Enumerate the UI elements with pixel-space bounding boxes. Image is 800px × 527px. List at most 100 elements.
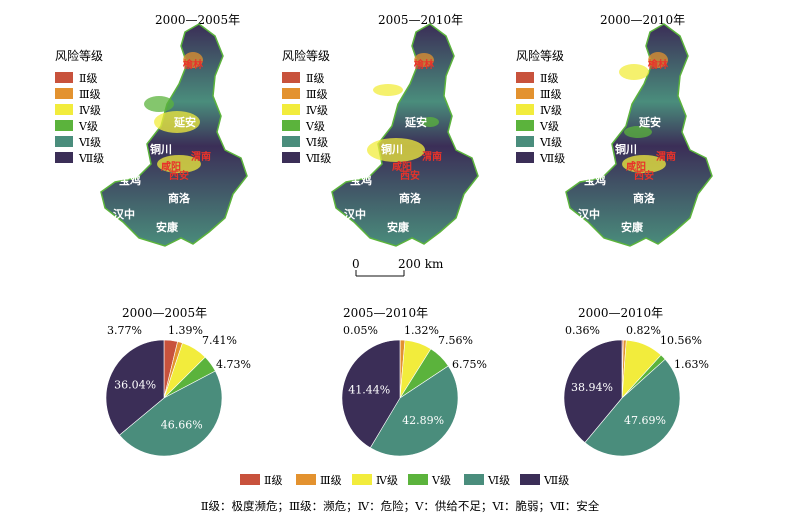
pie-data-label: 36.04% [114, 378, 156, 391]
pie-chart-1: 2000—2005年 3.77% 1.39%7.41% 4.73% 46.66% 36.0… [105, 306, 251, 457]
pie-data-label: 46.66% [161, 419, 203, 432]
city-label-red: 渭南 [422, 150, 442, 163]
city-label: 宝鸡 [350, 173, 372, 187]
pie-slice [118, 370, 223, 457]
city-label-red: 渭南 [191, 150, 211, 163]
risk-zone [157, 155, 201, 173]
pie-data-label: 0.36% [565, 324, 600, 337]
footnote: Ⅱ级：极度濒危；Ⅲ级：濒危；Ⅳ：危险；Ⅴ：供给不足；Ⅵ：脆弱；Ⅶ：安全 [201, 499, 600, 513]
risk-zone [183, 52, 203, 68]
pie-legend-swatch [520, 474, 540, 485]
legend-label: Ⅲ级 [306, 88, 328, 101]
map-title: 2000—2005年 [155, 13, 240, 27]
legend-swatch [282, 152, 300, 163]
legend-swatch [55, 72, 73, 83]
legend-label: Ⅶ级 [305, 152, 331, 165]
legend-swatch [516, 120, 534, 131]
map-legend-title: 风险等级 [55, 48, 103, 63]
legend-label: Ⅱ级 [540, 72, 558, 85]
legend-label: Ⅳ级 [79, 104, 101, 117]
map-legend-title: 风险等级 [282, 48, 330, 63]
pie-slice [105, 339, 165, 436]
pie-legend-label: Ⅵ级 [487, 474, 510, 487]
city-label-red: 榆林 [414, 58, 435, 71]
city-label: 铜川 [149, 142, 172, 156]
risk-zone [624, 126, 652, 138]
city-label: 延安 [173, 115, 196, 129]
city-label: 延安 [404, 115, 427, 129]
legend-swatch [282, 120, 300, 131]
legend-swatch [282, 88, 300, 99]
city-label: 安康 [387, 220, 410, 234]
pie-data-label: 1.39% [168, 324, 203, 337]
city-label: 宝鸡 [584, 173, 606, 187]
pie-data-label: 1.63% [674, 358, 709, 371]
legend-label: Ⅲ级 [79, 88, 101, 101]
legend-label: Ⅱ级 [306, 72, 324, 85]
map-title: 2000—2010年 [600, 13, 685, 27]
pie-slice [584, 358, 681, 457]
pie-legend-swatch [296, 474, 316, 485]
legend-swatch [55, 120, 73, 131]
legend-label: Ⅳ级 [540, 104, 562, 117]
pie-data-label: 47.69% [624, 414, 666, 427]
city-label-red: 咸阳 [392, 160, 412, 173]
city-label-red: 榆林 [183, 58, 204, 71]
risk-zone [144, 96, 174, 112]
city-label: 安康 [156, 220, 179, 234]
pie-slice [563, 339, 623, 443]
legend-swatch [282, 136, 300, 147]
pie-legend-swatch [408, 474, 428, 485]
legend-label: Ⅲ级 [540, 88, 562, 101]
city-label: 商洛 [399, 191, 422, 205]
risk-zone [622, 155, 666, 173]
pie-chart-3: 2000—2010年 0.36% 0.82%10.56% 1.63% 47.69% 38.… [563, 306, 709, 457]
legend-swatch [55, 136, 73, 147]
pie-data-label: 3.77% [107, 324, 142, 337]
legend-swatch [516, 136, 534, 147]
legend-label: Ⅴ级 [78, 120, 98, 133]
city-label: 汉中 [113, 207, 135, 221]
legend-label: Ⅳ级 [306, 104, 328, 117]
pie-legend: Ⅱ级 Ⅲ级 Ⅳ级 Ⅴ级 Ⅵ级 Ⅶ级 [240, 474, 569, 487]
legend-label: Ⅴ级 [539, 120, 559, 133]
pie-charts: 2000—2005年 3.77% 1.39%7.41% 4.73% 46.66% 36.0… [105, 306, 709, 457]
pie-slice [341, 339, 401, 449]
city-label: 铜川 [380, 142, 403, 156]
city-label-red: 榆林 [648, 58, 669, 71]
pie-legend-swatch [240, 474, 260, 485]
scale-end: 200 km [398, 257, 444, 271]
pie-legend-label: Ⅲ级 [320, 474, 342, 487]
legend-swatch [55, 104, 73, 115]
city-label-red: 西安 [169, 169, 189, 182]
legend-swatch [516, 88, 534, 99]
pie-data-label: 42.89% [402, 414, 444, 427]
risk-zone [154, 111, 200, 133]
city-label: 商洛 [168, 191, 191, 205]
risk-zone [619, 64, 649, 80]
map-legend-title: 风险等级 [516, 48, 564, 63]
pie-data-label: 4.73% [216, 358, 251, 371]
city-label: 铜川 [614, 142, 637, 156]
city-label: 商洛 [633, 191, 656, 205]
legend-swatch [516, 72, 534, 83]
pie-legend-label: Ⅳ级 [376, 474, 398, 487]
legend-swatch [55, 88, 73, 99]
city-label: 宝鸡 [119, 173, 141, 187]
legend-swatch [282, 72, 300, 83]
pie-legend-label: Ⅶ级 [543, 474, 569, 487]
legend-label: Ⅵ级 [539, 136, 562, 149]
pie-data-label: 38.94% [571, 381, 613, 394]
pie-data-label: 1.32% [404, 324, 439, 337]
pie-legend-label: Ⅴ级 [431, 474, 451, 487]
legend-label: Ⅱ级 [79, 72, 97, 85]
legend-label: Ⅶ级 [78, 152, 104, 165]
city-label: 安康 [621, 220, 644, 234]
legend-label: Ⅶ级 [539, 152, 565, 165]
